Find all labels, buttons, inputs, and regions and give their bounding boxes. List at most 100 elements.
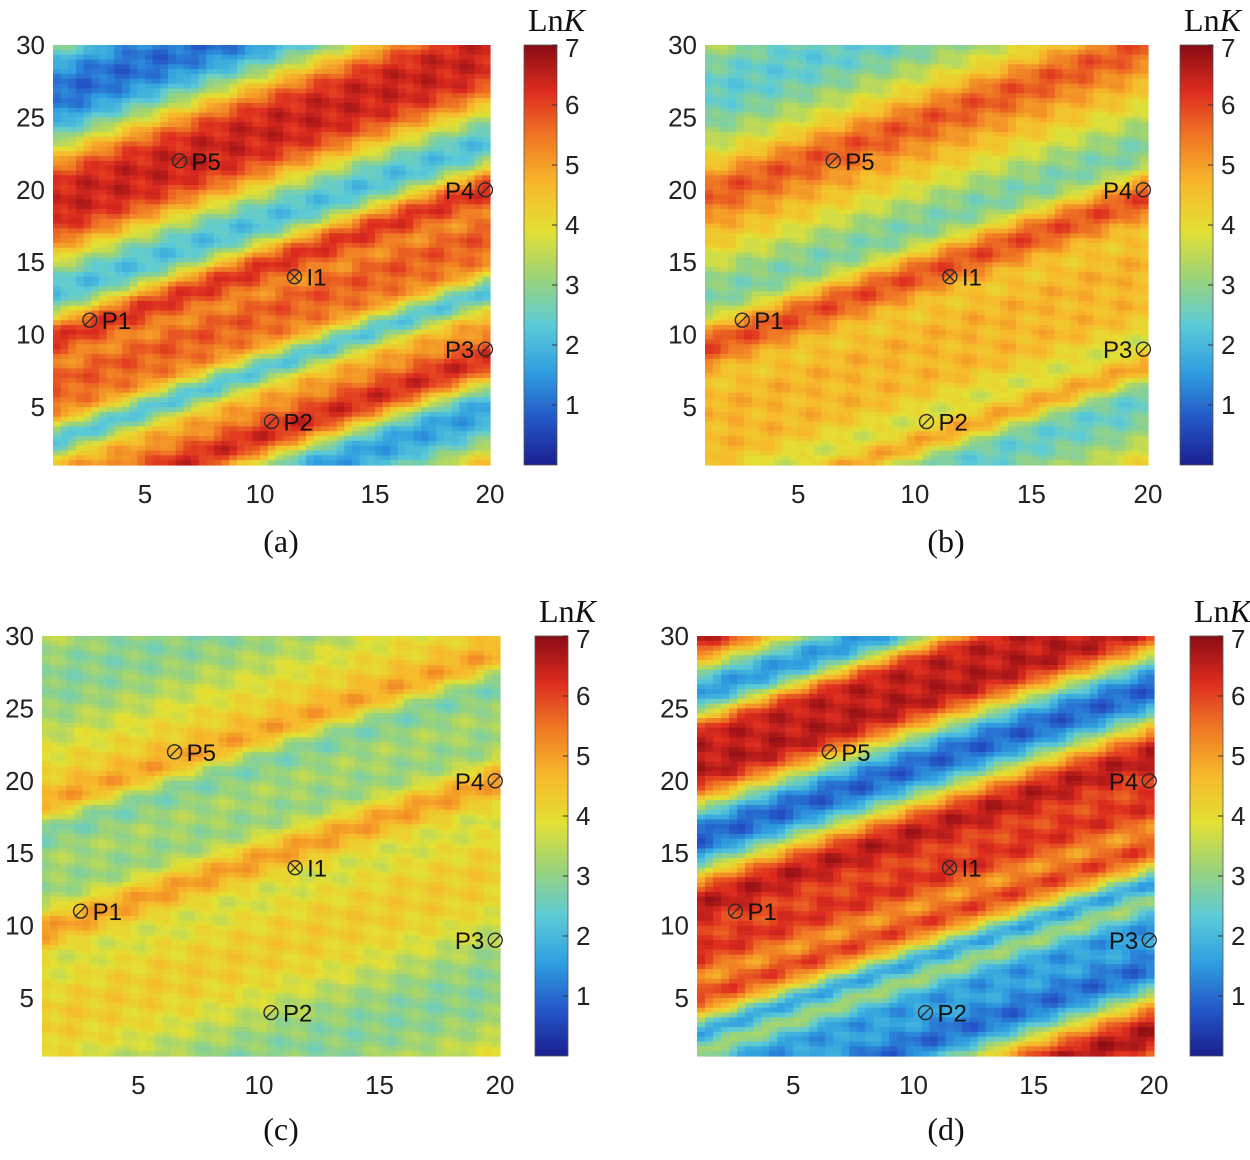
heatmap-cell xyxy=(375,54,384,61)
heatmap-cell xyxy=(129,93,138,99)
heatmap-cell xyxy=(53,402,62,408)
heatmap-cell xyxy=(60,131,69,138)
heatmap-cell xyxy=(160,407,169,413)
heatmap-cell xyxy=(122,45,131,51)
heatmap-cell xyxy=(298,69,307,75)
heatmap-cell xyxy=(175,436,184,442)
heatmap-cell xyxy=(60,315,69,321)
heatmap-cell xyxy=(91,247,100,254)
well-marker-slash xyxy=(84,314,96,326)
heatmap-cell xyxy=(244,344,253,350)
heatmap-cell xyxy=(436,49,445,56)
heatmap-cell xyxy=(336,431,345,437)
heatmap-cell xyxy=(436,141,445,147)
heatmap-cell xyxy=(221,436,230,442)
heatmap-cell xyxy=(398,64,407,70)
heatmap-cell xyxy=(405,382,414,389)
heatmap-cell xyxy=(183,296,192,302)
heatmap-cell xyxy=(267,358,276,365)
heatmap-cell xyxy=(53,146,62,152)
heatmap-cell xyxy=(229,69,238,75)
y-tick-label: 30 xyxy=(16,30,45,60)
heatmap-cell xyxy=(83,455,92,461)
heatmap-cell xyxy=(83,180,92,186)
heatmap-cell xyxy=(76,122,85,128)
heatmap-cell xyxy=(474,445,483,452)
heatmap-cell xyxy=(91,378,100,384)
heatmap-cell xyxy=(375,98,384,104)
heatmap-cell xyxy=(367,102,376,109)
heatmap-cell xyxy=(160,363,169,370)
heatmap-cell xyxy=(306,102,315,109)
heatmap-cell xyxy=(99,426,108,432)
heatmap-cell xyxy=(306,107,315,114)
heatmap-cell xyxy=(421,373,430,379)
heatmap-cell xyxy=(221,223,230,230)
well-marker-slash xyxy=(174,155,185,167)
heatmap-cell xyxy=(428,257,437,263)
heatmap-cell xyxy=(367,276,376,283)
heatmap-cell xyxy=(459,64,468,70)
heatmap-cell xyxy=(382,213,391,220)
heatmap-cell xyxy=(398,247,407,254)
heatmap-cell xyxy=(76,353,85,360)
heatmap-cell xyxy=(129,69,138,75)
heatmap-cell xyxy=(398,421,407,427)
heatmap-cell xyxy=(114,199,123,205)
heatmap-cell xyxy=(129,165,138,172)
heatmap-cell xyxy=(53,431,62,437)
heatmap-cell xyxy=(160,460,169,466)
heatmap-cell xyxy=(459,102,468,109)
heatmap-cell xyxy=(99,165,108,172)
heatmap-cell xyxy=(160,305,169,312)
heatmap-cell xyxy=(382,392,391,399)
heatmap-cell xyxy=(221,320,230,326)
heatmap-cell xyxy=(352,450,361,456)
heatmap-cell xyxy=(482,189,491,196)
heatmap-cell xyxy=(352,102,361,109)
heatmap-cell xyxy=(175,180,184,186)
heatmap-cell xyxy=(198,160,207,167)
heatmap-cell xyxy=(382,310,391,316)
heatmap-cell xyxy=(482,59,491,65)
heatmap-cell xyxy=(306,363,315,370)
heatmap-cell xyxy=(183,238,192,244)
heatmap-cell xyxy=(160,455,169,461)
heatmap-cell xyxy=(375,460,384,466)
heatmap-cell xyxy=(244,373,253,379)
heatmap-cell xyxy=(175,160,184,167)
heatmap-cell xyxy=(459,69,468,75)
heatmap-cell xyxy=(91,407,100,413)
heatmap-cell xyxy=(68,185,77,191)
heatmap-cell xyxy=(451,49,460,56)
heatmap-cell xyxy=(183,45,192,51)
heatmap-cell xyxy=(474,431,483,437)
heatmap-cell xyxy=(68,127,77,133)
heatmap-cell xyxy=(313,238,322,244)
heatmap-cell xyxy=(306,445,315,452)
heatmap-cell xyxy=(413,339,422,345)
heatmap-cell xyxy=(122,54,131,61)
heatmap-cell xyxy=(68,310,77,316)
heatmap-cell xyxy=(76,45,85,51)
heatmap-cell xyxy=(428,407,437,413)
heatmap-cell xyxy=(229,402,238,408)
heatmap-cell xyxy=(390,83,399,90)
heatmap-cell xyxy=(91,252,100,259)
heatmap-cell xyxy=(237,368,246,374)
heatmap-cell xyxy=(137,45,146,51)
heatmap-cell xyxy=(459,107,468,114)
heatmap-cell xyxy=(321,112,330,119)
heatmap-cell xyxy=(221,339,230,345)
heatmap-cell xyxy=(359,320,368,326)
heatmap-cell xyxy=(451,436,460,442)
heatmap-cell xyxy=(398,228,407,234)
heatmap-cell xyxy=(221,353,230,360)
heatmap-cell xyxy=(367,431,376,437)
heatmap-cell xyxy=(160,136,169,143)
heatmap-cell xyxy=(344,291,353,297)
heatmap-cell xyxy=(283,334,292,341)
heatmap-cell xyxy=(229,440,238,447)
heatmap-cell xyxy=(451,45,460,51)
heatmap-cell xyxy=(459,416,468,423)
